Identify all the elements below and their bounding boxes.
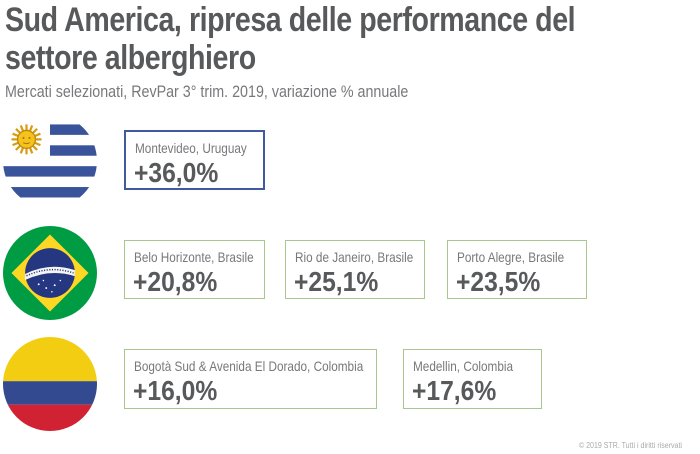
metric-card-porto-alegre: Porto Alegre, Brasile +23,5% (447, 240, 587, 299)
card-label: Belo Horizonte, Brasile (134, 249, 254, 265)
colombia-flag-icon (3, 337, 97, 431)
page-title-line2: settore alberghiero (5, 39, 256, 77)
page-title-line1: Sud America, ripresa delle performance d… (5, 1, 576, 39)
copyright-notice: © 2019 STR. Tutti i diritti riservati (578, 441, 682, 450)
card-value: +17,6% (412, 375, 497, 406)
metric-card-rio-de-janeiro: Rio de Janeiro, Brasile +25,1% (285, 240, 425, 299)
card-label: Porto Alegre, Brasile (457, 249, 565, 265)
card-label: Medellin, Colombia (413, 358, 514, 374)
metric-card-bogota: Bogotà Sud & Avenida El Dorado, Colombia… (124, 349, 377, 409)
card-value: +36,0% (134, 157, 219, 188)
metric-card-medellin: Medellin, Colombia +17,6% (403, 349, 542, 409)
card-value: +23,5% (456, 266, 541, 297)
card-label: Montevideo, Uruguay (135, 140, 247, 156)
card-value: +20,8% (133, 266, 218, 297)
page-title: Sud America, ripresa delle performance d… (5, 1, 684, 77)
brazil-flag-icon (3, 226, 97, 320)
card-label: Rio de Janeiro, Brasile (295, 249, 414, 265)
metric-card-belo-horizonte: Belo Horizonte, Brasile +20,8% (124, 240, 265, 299)
card-label: Bogotà Sud & Avenida El Dorado, Colombia (134, 358, 364, 374)
uruguay-flag-icon (3, 114, 97, 208)
page-subtitle: Mercati selezionati, RevPar 3° trim. 201… (5, 82, 409, 101)
metric-card-montevideo: Montevideo, Uruguay +36,0% (124, 130, 265, 190)
card-value: +25,1% (294, 266, 379, 297)
card-value: +16,0% (133, 375, 218, 406)
